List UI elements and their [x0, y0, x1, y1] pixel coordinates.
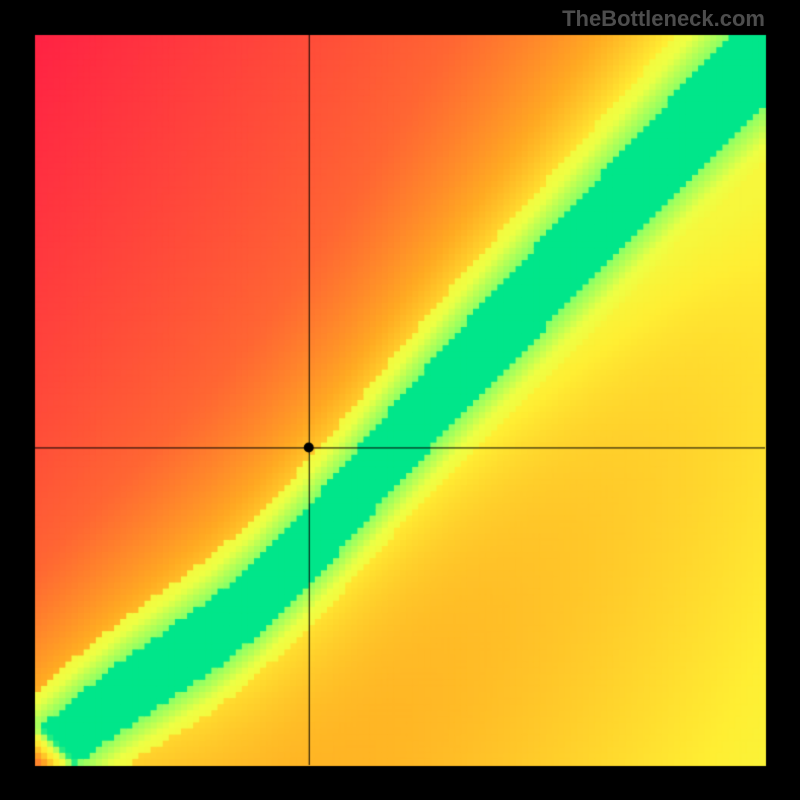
- chart-container: TheBottleneck.com: [0, 0, 800, 800]
- bottleneck-heatmap: [0, 0, 800, 800]
